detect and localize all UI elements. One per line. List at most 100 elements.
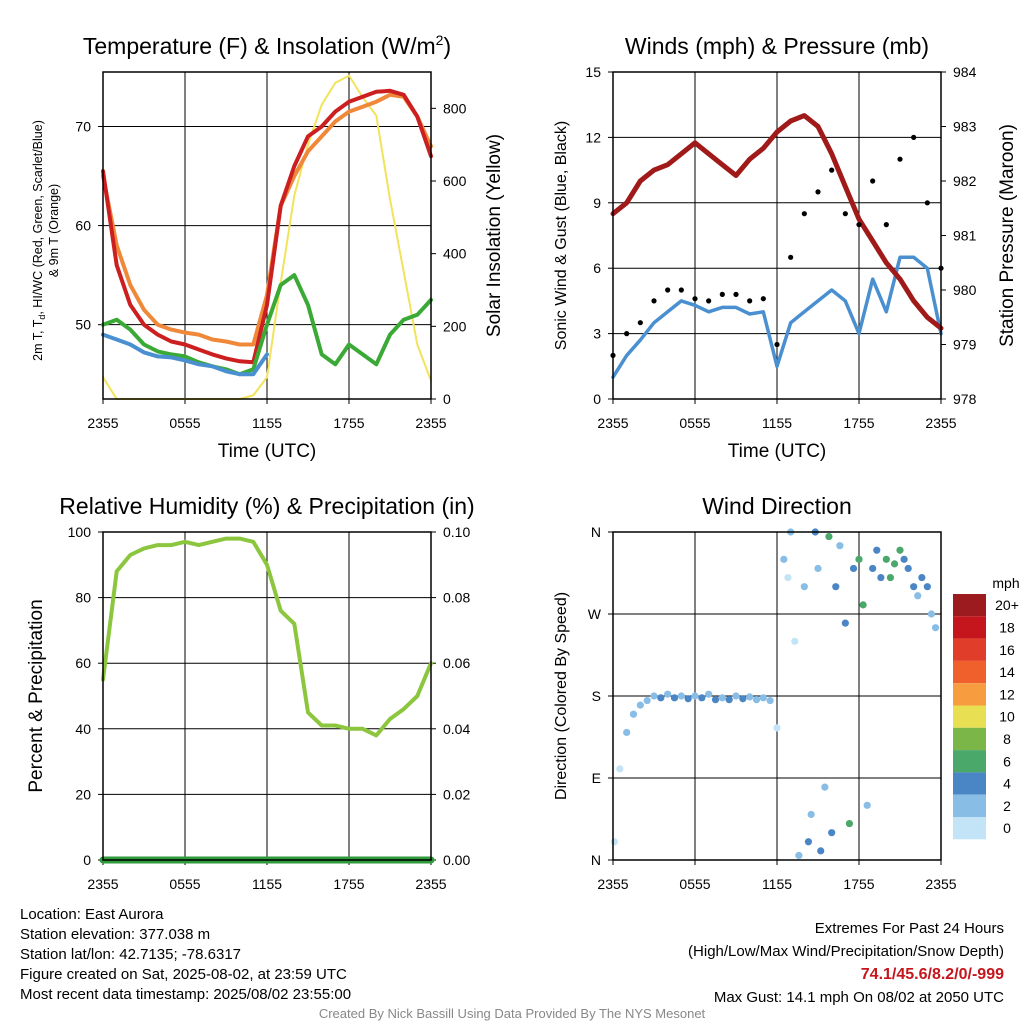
- extremes-subtitle: (High/Low/Max Wind/Precipitation/Snow De…: [688, 943, 1004, 960]
- colorbar-swatch: [953, 683, 986, 706]
- extremes-panel: Extremes For Past 24 Hours (High/Low/Max…: [688, 917, 1004, 1009]
- colorbar-label: 14: [999, 664, 1015, 680]
- dir-point: [855, 555, 863, 563]
- temp-xtick-label: 2355: [87, 415, 118, 431]
- wind-gust-point: [856, 222, 862, 228]
- wind-frame: [612, 71, 942, 400]
- station-latlon: Station lat/lon: 42.7135; -78.6317: [20, 946, 242, 963]
- dir-point: [670, 694, 679, 702]
- colorbar-title: mph: [992, 575, 1019, 591]
- dir-point: [825, 532, 833, 541]
- colorbar-label: 0: [1003, 820, 1011, 836]
- wind-xlabel: Time (UTC): [728, 441, 827, 462]
- temp-ylabel-left-sub: d: [37, 315, 47, 320]
- temp-ylabel-right: Solar Insolation (Yellow): [484, 134, 505, 337]
- temp-y2tick-label: 400: [443, 246, 467, 262]
- wind-gust-point: [651, 298, 657, 304]
- rh-xtick-label: 2355: [87, 876, 118, 892]
- colorbar-swatch: [953, 817, 986, 840]
- wind-gust-point: [624, 331, 630, 337]
- rh-y2tick-label: 0.06: [443, 655, 470, 671]
- dir-point: [918, 573, 926, 582]
- wind-ylabel-left: Sonic Wind & Gust (Blue, Black): [553, 121, 570, 350]
- rh-y2tick-label: 0.02: [443, 786, 470, 802]
- temp-ytick-label: 70: [75, 119, 91, 135]
- dir-ytick-label: N: [591, 524, 601, 540]
- wind-xtick-label: 1155: [762, 415, 792, 431]
- wind-ytick-label: 9: [593, 195, 601, 211]
- dir-ylabel: Direction (Colored By Speed): [553, 592, 570, 800]
- temp-title-end: ): [443, 33, 451, 59]
- dir-point: [780, 555, 788, 563]
- dir-point: [927, 610, 936, 618]
- wind-series-maroon: [610, 113, 944, 331]
- wind-gust-point: [815, 189, 821, 195]
- wind-gust-point: [788, 254, 794, 260]
- dir-point: [739, 695, 747, 703]
- wind-gust-point: [911, 134, 917, 140]
- station-info: Location: East Aurora Station elevation:…: [20, 905, 351, 1005]
- dir-point: [795, 851, 803, 860]
- dir-point: [746, 693, 754, 701]
- rh-y2tick-label: 0.00: [443, 852, 470, 868]
- wind-xtick-label: 2355: [925, 415, 956, 431]
- dir-point: [914, 592, 922, 600]
- dir-point: [791, 637, 799, 645]
- colorbar-swatch: [953, 638, 986, 661]
- rh-y2tick-label: 0.04: [443, 721, 470, 737]
- wind-xtick-label: 2355: [597, 415, 628, 431]
- dir-xtick-label: 2355: [597, 876, 628, 892]
- dir-point: [629, 710, 638, 718]
- dir-point: [845, 819, 854, 828]
- dir-point: [766, 696, 774, 705]
- temp-y2tick-label: 0: [443, 391, 451, 407]
- figure-created: Figure created on Sat, 2025-08-02, at 23…: [20, 966, 347, 983]
- colorbar-label: 2: [1003, 798, 1011, 814]
- dir-xtick-label: 1155: [762, 876, 792, 892]
- colorbar-label: 12: [999, 686, 1015, 702]
- wind-y2tick-label: 978: [953, 391, 977, 407]
- dir-point: [863, 801, 871, 809]
- dir-point: [616, 765, 624, 773]
- dir-point: [752, 696, 761, 704]
- credit-line: Created By Nick Bassill Using Data Provi…: [318, 1006, 706, 1021]
- temp-title: Temperature (F) & Insolation (W/m2): [83, 32, 451, 59]
- recent-timestamp: Most recent data timestamp: 2025/08/02 2…: [20, 986, 352, 1003]
- temp-y2tick-label: 200: [443, 318, 467, 334]
- wind-gust-point: [842, 211, 848, 217]
- wind-xtick-label: 1755: [843, 415, 874, 431]
- rh-xtick-label: 1755: [333, 876, 364, 892]
- wind-gust-point: [706, 298, 712, 304]
- rh-y2tick-label: 0.10: [443, 524, 470, 540]
- dir-point: [610, 838, 618, 846]
- dir-point: [904, 564, 912, 573]
- dir-point: [650, 692, 658, 700]
- wind-gust-point: [774, 341, 780, 348]
- wind-y2tick-label: 981: [953, 228, 977, 244]
- temp-y2tick-label: 800: [443, 100, 467, 116]
- dir-point: [705, 690, 713, 698]
- wind-y2tick-label: 982: [953, 173, 977, 189]
- dir-point: [804, 838, 813, 846]
- colorbar-swatch: [953, 794, 986, 817]
- dir-point: [698, 694, 706, 702]
- dir-point: [841, 619, 849, 627]
- temp-title-sup: 2: [436, 32, 444, 48]
- dir-point: [910, 583, 918, 591]
- temp-series-blue: [101, 332, 269, 377]
- wind-y2tick-label: 984: [953, 64, 977, 80]
- colorbar-swatch: [953, 705, 986, 728]
- dir-point: [869, 564, 877, 573]
- dir-point: [691, 692, 699, 700]
- wind-gust-point: [719, 291, 725, 297]
- temp-series-green: [101, 273, 433, 377]
- wind-ylabel-right: Station Pressure (Maroon): [997, 124, 1018, 347]
- dir-point: [873, 546, 881, 554]
- dir-title: Wind Direction: [702, 493, 852, 519]
- wind-series-blue: [611, 255, 943, 379]
- dir-point: [923, 583, 931, 591]
- wind-grid: [694, 72, 860, 399]
- wind-y2tick-label: 979: [953, 337, 977, 353]
- wind-ytick-label: 0: [593, 391, 601, 407]
